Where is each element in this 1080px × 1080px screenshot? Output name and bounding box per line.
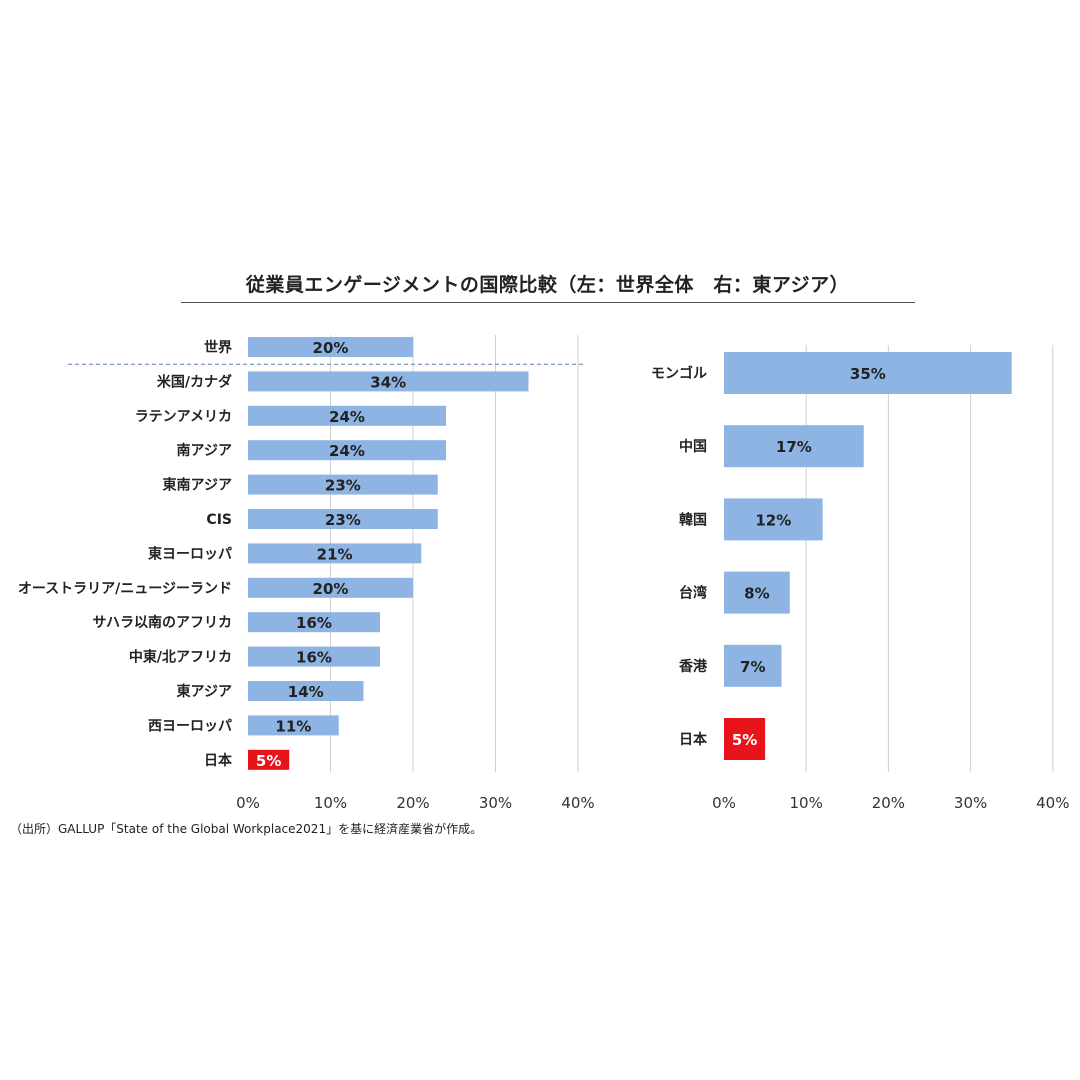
left-bar xyxy=(248,577,413,598)
left-data-label: 23% xyxy=(325,477,361,495)
right-x-tick-label: 10% xyxy=(790,794,823,812)
right-x-tick-label: 40% xyxy=(1036,794,1069,812)
left-category-label: 西ヨーロッパ xyxy=(148,718,232,734)
right-category-label: モンゴル xyxy=(651,365,707,382)
left-data-label: 24% xyxy=(329,408,365,426)
source-note: （出所）GALLUP「State of the Global Workplace… xyxy=(10,822,483,836)
left-bar xyxy=(248,543,422,564)
left-bar xyxy=(248,509,438,529)
left-bar xyxy=(248,749,290,770)
left-bar xyxy=(248,715,339,736)
right-data-label: 7% xyxy=(740,658,765,676)
left-data-label: 24% xyxy=(329,442,365,460)
right-data-label: 8% xyxy=(744,585,769,603)
left-category-label: 中東/北アフリカ xyxy=(129,649,232,666)
chart-title: 従業員エンゲージメントの国際比較（左：世界全体 右：東アジア） xyxy=(245,274,850,296)
right-data-label: 5% xyxy=(732,731,757,749)
left-bar xyxy=(248,440,446,461)
right-data-label: 35% xyxy=(850,365,886,383)
left-data-label: 16% xyxy=(296,649,332,667)
left-bar xyxy=(248,646,380,667)
left-bar xyxy=(248,612,380,633)
left-x-tick-label: 20% xyxy=(396,794,429,812)
right-bar xyxy=(724,352,1012,394)
left-bar xyxy=(248,371,529,392)
left-category-label: 東ヨーロッパ xyxy=(148,545,232,562)
left-data-label: 23% xyxy=(325,511,361,529)
left-category-label: ラテンアメリカ xyxy=(135,409,232,425)
left-data-label: 14% xyxy=(288,683,324,701)
left-bar xyxy=(248,474,438,495)
left-category-label: サハラ以南のアフリカ xyxy=(93,614,232,631)
left-data-label: 20% xyxy=(313,339,349,357)
right-category-label: 韓国 xyxy=(679,511,707,528)
left-data-label: 5% xyxy=(256,752,281,770)
right-bar xyxy=(724,644,782,687)
left-data-label: 34% xyxy=(370,373,406,391)
left-category-label: 米国/カナダ xyxy=(157,373,232,390)
left-data-label: 21% xyxy=(317,545,353,563)
right-x-tick-label: 0% xyxy=(712,794,736,812)
left-bar xyxy=(248,337,413,357)
left-category-label: CIS xyxy=(206,512,232,528)
left-data-label: 16% xyxy=(296,614,332,632)
left-bar xyxy=(248,681,364,701)
right-bar xyxy=(724,718,766,760)
left-x-tick-label: 30% xyxy=(479,794,512,812)
left-data-label: 20% xyxy=(313,580,349,598)
left-category-label: 東南アジア xyxy=(163,477,232,494)
left-category-label: 世界 xyxy=(204,339,233,356)
left-category-label: 日本 xyxy=(204,752,233,769)
right-data-label: 17% xyxy=(776,438,812,456)
right-category-label: 台湾 xyxy=(679,585,707,602)
right-data-label: 12% xyxy=(755,511,791,529)
right-x-tick-label: 30% xyxy=(954,794,987,812)
right-category-label: 中国 xyxy=(679,438,707,455)
left-x-tick-label: 10% xyxy=(314,794,347,812)
left-category-label: 南アジア xyxy=(177,442,232,459)
left-bar xyxy=(248,405,446,426)
right-category-label: 香港 xyxy=(678,658,708,675)
left-category-label: 東アジア xyxy=(177,683,232,700)
right-category-label: 日本 xyxy=(679,731,708,748)
left-data-label: 11% xyxy=(275,717,311,735)
right-x-tick-label: 20% xyxy=(872,794,905,812)
right-bar xyxy=(724,498,823,541)
left-x-tick-label: 40% xyxy=(561,794,594,812)
left-x-tick-label: 0% xyxy=(236,794,260,812)
right-bar xyxy=(724,571,790,614)
title-underline xyxy=(181,302,915,303)
left-category-label: オーストラリア/ニュージーランド xyxy=(18,581,232,597)
right-bar xyxy=(724,425,864,468)
